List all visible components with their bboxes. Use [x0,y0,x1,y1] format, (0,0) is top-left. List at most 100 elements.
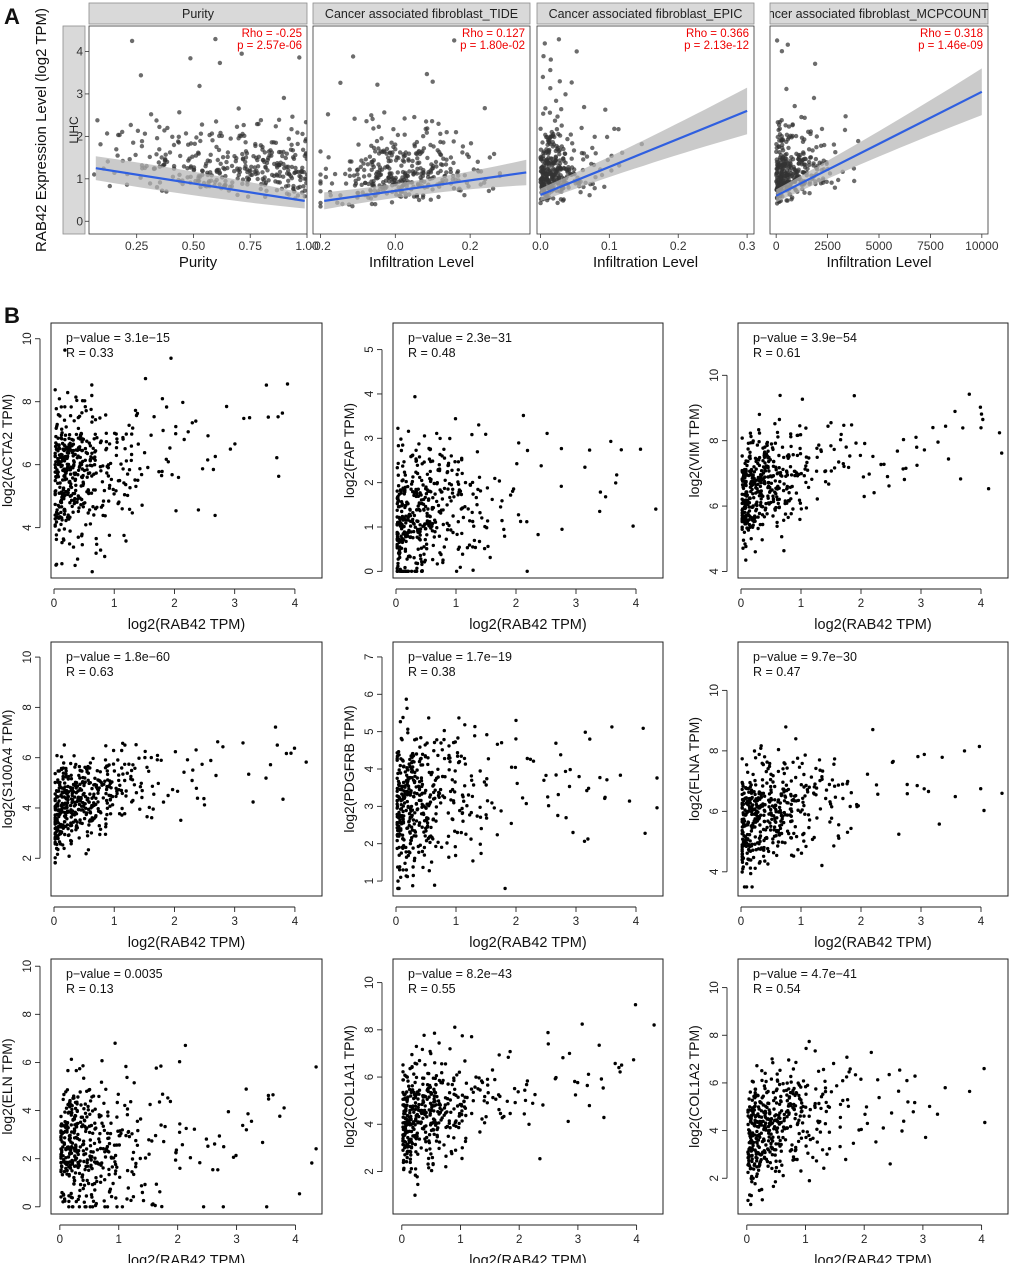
data-point [931,425,935,430]
data-point [422,830,426,834]
data-point [395,489,399,493]
x-axis-title: Infiltration Level [593,254,698,271]
data-point [74,448,78,452]
data-point [777,150,782,155]
data-point [465,152,470,157]
data-point [485,526,489,530]
data-point [395,569,400,573]
data-point [461,819,465,823]
data-point [788,465,793,469]
data-point [63,788,68,793]
data-point [428,840,432,845]
data-point [814,469,819,473]
data-point [410,836,414,840]
data-point [81,1149,86,1153]
data-point [420,462,424,466]
data-point [753,842,757,846]
data-point [427,497,431,501]
data-point [395,820,399,825]
data-point [69,773,73,777]
data-point [78,776,82,780]
data-point [323,166,329,171]
data-point [159,1123,163,1127]
data-point [785,172,790,178]
data-point [231,1155,236,1160]
data-point [777,417,782,422]
data-point [837,460,841,464]
data-point [127,762,131,766]
data-point [54,803,58,807]
facet-plot-area [92,36,307,209]
data-point [446,487,450,491]
data-point [120,813,124,817]
data-point [745,493,749,497]
data-point [805,460,809,465]
data-point [958,477,963,481]
data-point [395,523,399,527]
data-point [61,487,66,492]
data-point [538,179,543,185]
data-point [409,825,414,829]
data-point [419,756,423,761]
data-point [402,460,406,464]
fit-line [775,90,983,197]
data-point [62,743,66,747]
data-point [154,136,160,141]
data-point [141,1198,146,1203]
data-point [758,839,762,844]
data-point [423,495,427,500]
data-point [86,511,90,515]
data-point [154,152,159,157]
data-point [420,791,425,795]
data-point [549,134,555,139]
data-point [962,749,967,753]
data-point [397,782,401,787]
data-point [792,831,796,836]
data-point [876,792,880,796]
data-point [120,507,124,511]
data-point [106,778,110,782]
data-point [121,772,125,776]
data-point [174,1148,179,1152]
data-point [779,814,784,818]
data-point [400,509,404,514]
data-point [588,737,592,741]
data-point [98,827,103,831]
data-point [429,162,434,167]
data-point [425,821,430,825]
data-point [783,841,787,845]
data-point [451,160,456,166]
data-point [78,799,83,803]
data-point [73,1158,78,1162]
data-point [76,468,81,472]
data-point [795,453,800,458]
data-point [768,828,773,832]
data-point [147,154,152,160]
data-point [78,768,82,773]
data-point [430,529,435,533]
data-point [136,1128,140,1133]
facet-title: Cancer associated fibroblast_EPIC [549,7,743,21]
data-point [777,126,782,131]
data-point [131,1195,136,1199]
data-point [758,484,763,489]
data-point [71,476,75,480]
data-point [615,473,619,477]
data-point [78,1090,82,1094]
data-point [401,837,405,841]
x-tick-label: 0.3 [739,239,756,253]
data-point [768,490,772,494]
data-point [304,176,307,182]
data-point [63,444,67,448]
data-point [759,791,763,795]
data-point [784,139,789,144]
data-point [420,802,424,806]
data-point [213,36,218,42]
data-point [59,803,64,807]
data-point [55,795,59,799]
data-point [773,784,777,789]
data-point [415,161,420,166]
data-point [414,801,419,806]
data-point [508,493,513,497]
rho-label: Rho = 0.318 [920,28,983,40]
